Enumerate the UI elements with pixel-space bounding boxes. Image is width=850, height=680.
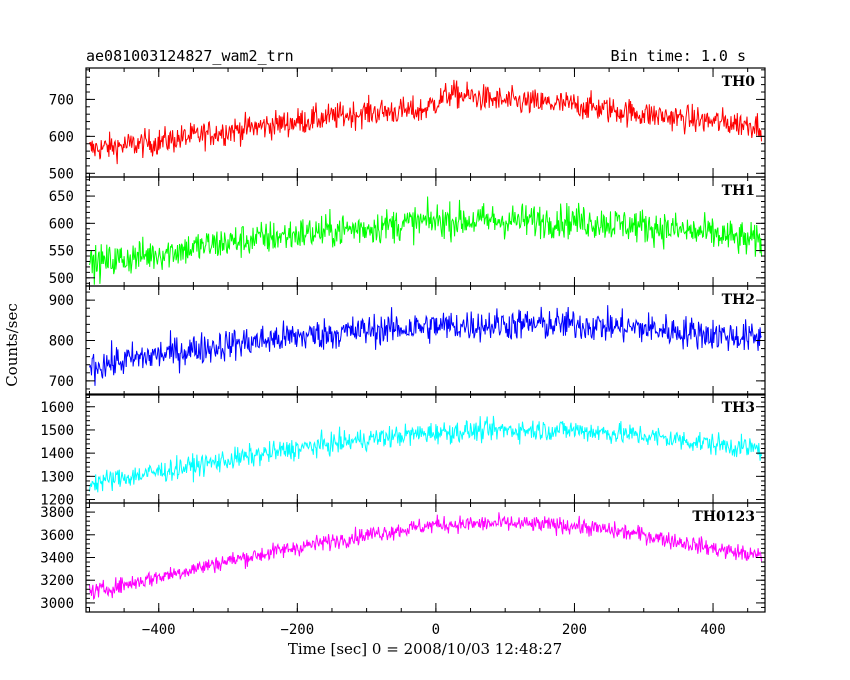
panel-label-th3: TH3 [722, 400, 755, 416]
y-tick-label: 800 [49, 334, 74, 350]
panel-label-th1: TH1 [722, 183, 755, 199]
y-tick-label: 500 [49, 271, 74, 287]
y-tick-label: 3000 [40, 596, 74, 612]
y-tick-label: 3400 [40, 551, 74, 567]
panel-frame [85, 67, 766, 178]
panel-label-th2: TH2 [722, 292, 755, 308]
y-tick-label: 3600 [40, 528, 74, 544]
x-tick-label: 0 [432, 622, 440, 638]
y-tick-label: 700 [49, 92, 74, 108]
panel-th0123: 3000 3200 3400 3600 3800 TH0123 [40, 502, 766, 613]
series-line-th3 [89, 415, 762, 493]
panel-label-th0123: TH0123 [692, 509, 755, 525]
x-tick-label: −400 [142, 622, 176, 638]
y-tick-label: 600 [49, 216, 74, 232]
y-tick-label: 3800 [40, 505, 74, 521]
panel-frame [85, 285, 766, 396]
y-tick-label: 500 [49, 166, 74, 182]
y-tick-label: 1200 [40, 493, 74, 509]
y-axis-label: Counts/sec [3, 303, 21, 387]
panel-th0: 500 600 700 TH0 [49, 67, 766, 182]
series-line-th2 [89, 305, 762, 386]
y-tick-label: 700 [49, 374, 74, 390]
panel-th1: 500 550 600 650 TH1 [49, 176, 766, 287]
x-axis-label: Time [sec] 0 = 2008/10/03 12:48:27 [288, 640, 562, 658]
x-tick-label: −200 [280, 622, 314, 638]
x-axis: −400 −200 0 200 400 [142, 622, 726, 638]
series-line-th1 [89, 196, 762, 285]
y-tick-label: 650 [49, 189, 74, 205]
y-tick-label: 1400 [40, 446, 74, 462]
y-tick-label: 3200 [40, 573, 74, 589]
y-tick-label: 600 [49, 129, 74, 145]
x-tick-label: 200 [562, 622, 587, 638]
panel-frame [85, 502, 766, 613]
panels-group: 500 600 700 TH0 500 550 600 650 TH1 700 800 900 TH2 1… [40, 67, 766, 613]
y-tick-label: 1600 [40, 400, 74, 416]
panel-label-th0: TH0 [722, 74, 756, 90]
bin-time-label: Bin time: 1.0 s [611, 47, 746, 65]
y-tick-label: 1500 [40, 423, 74, 439]
panel-th3: 1200 1300 1400 1500 1600 TH3 [40, 393, 766, 509]
series-line-th0123 [89, 512, 762, 601]
panel-th2: 700 800 900 TH2 [49, 285, 766, 396]
y-tick-label: 900 [49, 293, 74, 309]
y-tick-label: 1300 [40, 469, 74, 485]
y-tick-label: 550 [49, 244, 74, 260]
chart-title: ae081003124827_wam2_trn [86, 47, 294, 65]
x-tick-label: 400 [700, 622, 725, 638]
series-line-th0 [89, 79, 762, 165]
panel-frame [85, 393, 766, 504]
